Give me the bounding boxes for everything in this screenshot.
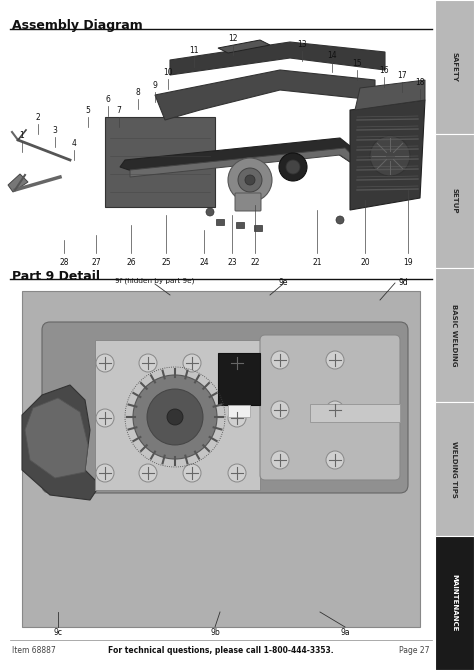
Text: 3: 3 <box>53 126 57 135</box>
Text: SAFETY: SAFETY <box>452 52 457 82</box>
Text: 21: 21 <box>312 258 322 267</box>
Circle shape <box>206 208 214 216</box>
Text: 14: 14 <box>327 51 337 60</box>
Circle shape <box>139 354 157 372</box>
Text: 5: 5 <box>86 106 91 115</box>
Text: MAINTENANCE: MAINTENANCE <box>452 574 457 632</box>
Text: 9a: 9a <box>340 628 350 637</box>
Text: WELDING TIPS: WELDING TIPS <box>452 441 457 497</box>
Circle shape <box>228 464 246 482</box>
Text: 16: 16 <box>379 66 389 75</box>
Text: 28: 28 <box>59 258 69 267</box>
Text: 7: 7 <box>117 106 121 115</box>
Polygon shape <box>120 138 355 172</box>
Circle shape <box>228 409 246 427</box>
Text: 19: 19 <box>403 258 413 267</box>
Circle shape <box>183 354 201 372</box>
Circle shape <box>326 451 344 469</box>
Text: Item 68887: Item 68887 <box>12 646 56 655</box>
Text: 8: 8 <box>136 88 140 97</box>
Text: Assembly Diagram: Assembly Diagram <box>12 19 143 32</box>
Text: 9c: 9c <box>54 628 63 637</box>
Text: For technical questions, please call 1-800-444-3353.: For technical questions, please call 1-8… <box>108 646 334 655</box>
Bar <box>435 0 474 134</box>
FancyBboxPatch shape <box>260 335 400 480</box>
Text: 25: 25 <box>161 258 171 267</box>
FancyBboxPatch shape <box>22 291 420 627</box>
Bar <box>228 405 250 417</box>
Text: 9e: 9e <box>278 278 288 287</box>
Text: 18: 18 <box>415 78 425 87</box>
Text: SETUP: SETUP <box>452 188 457 214</box>
Circle shape <box>96 464 114 482</box>
Text: 12: 12 <box>228 34 238 43</box>
Polygon shape <box>130 148 355 177</box>
Text: 10: 10 <box>163 68 173 77</box>
FancyBboxPatch shape <box>235 193 261 211</box>
Bar <box>310 404 400 422</box>
Text: 17: 17 <box>397 71 407 80</box>
Text: 11: 11 <box>189 46 199 55</box>
FancyBboxPatch shape <box>42 322 408 493</box>
Circle shape <box>228 354 246 372</box>
Bar <box>236 222 244 228</box>
Text: 15: 15 <box>352 59 362 68</box>
Bar <box>435 402 474 536</box>
Circle shape <box>286 160 300 174</box>
Text: 24: 24 <box>199 258 209 267</box>
Bar <box>216 219 224 225</box>
Polygon shape <box>155 70 375 120</box>
Text: BASIC WELDING: BASIC WELDING <box>452 304 457 366</box>
Text: 27: 27 <box>91 258 101 267</box>
Polygon shape <box>218 40 270 53</box>
Circle shape <box>147 389 203 445</box>
Text: 2: 2 <box>36 113 40 122</box>
Text: 26: 26 <box>126 258 136 267</box>
Circle shape <box>271 401 289 419</box>
Text: 4: 4 <box>72 139 76 148</box>
Polygon shape <box>355 80 425 110</box>
Circle shape <box>370 136 410 176</box>
Circle shape <box>271 351 289 369</box>
Circle shape <box>271 451 289 469</box>
Text: 22: 22 <box>250 258 260 267</box>
Bar <box>435 134 474 268</box>
Polygon shape <box>22 385 100 500</box>
Polygon shape <box>25 398 88 478</box>
Polygon shape <box>170 42 385 75</box>
Text: 23: 23 <box>227 258 237 267</box>
Text: 9d: 9d <box>398 278 408 287</box>
Circle shape <box>326 401 344 419</box>
Polygon shape <box>95 340 260 490</box>
Text: Part 9 Detail: Part 9 Detail <box>12 270 100 283</box>
Text: 13: 13 <box>297 40 307 49</box>
Text: 1: 1 <box>19 131 24 140</box>
Bar <box>435 536 474 670</box>
Circle shape <box>336 216 344 224</box>
Text: Page 27: Page 27 <box>400 646 430 655</box>
Circle shape <box>245 175 255 185</box>
Circle shape <box>96 354 114 372</box>
Polygon shape <box>50 350 260 475</box>
Polygon shape <box>8 174 28 192</box>
Circle shape <box>133 375 217 459</box>
Polygon shape <box>350 100 425 210</box>
Bar <box>254 225 262 231</box>
Bar <box>435 268 474 402</box>
Circle shape <box>139 464 157 482</box>
Bar <box>218 353 260 405</box>
Circle shape <box>279 153 307 181</box>
Circle shape <box>167 409 183 425</box>
Text: 20: 20 <box>360 258 370 267</box>
Circle shape <box>96 409 114 427</box>
Circle shape <box>326 351 344 369</box>
Circle shape <box>228 158 272 202</box>
Text: 6: 6 <box>106 95 110 104</box>
Circle shape <box>238 168 262 192</box>
Text: 9b: 9b <box>210 628 220 637</box>
Polygon shape <box>105 117 215 207</box>
Circle shape <box>183 464 201 482</box>
Text: 9f (hidden by part 9e): 9f (hidden by part 9e) <box>115 278 195 285</box>
Text: 9: 9 <box>153 81 157 90</box>
